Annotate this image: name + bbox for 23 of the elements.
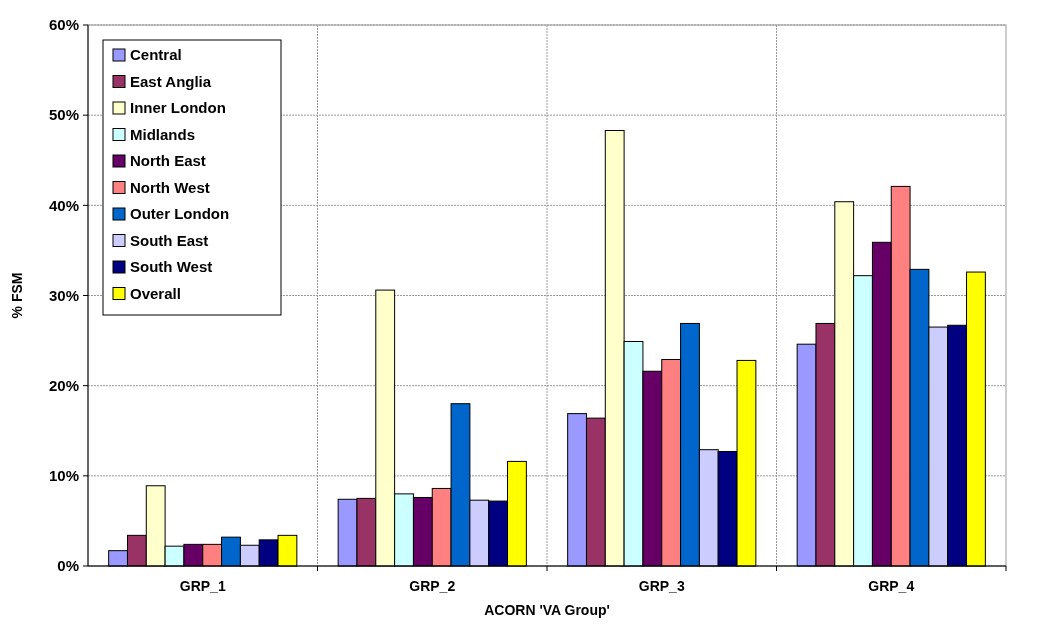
y-axis-title: % FSM bbox=[9, 272, 25, 319]
legend-label: South East bbox=[130, 231, 209, 249]
legend-label: North West bbox=[130, 178, 210, 196]
y-tick-label: 10% bbox=[48, 467, 79, 485]
legend-label: Central bbox=[130, 46, 182, 64]
legend-label: Overall bbox=[130, 284, 181, 302]
legend-label: South West bbox=[130, 258, 213, 276]
y-tick-label: 40% bbox=[48, 196, 79, 214]
x-axis-title: ACORN 'VA Group' bbox=[484, 602, 610, 618]
legend-label: Midlands bbox=[130, 125, 196, 143]
x-tick-label: GRP_1 bbox=[179, 578, 226, 594]
legend-label: East Anglia bbox=[130, 72, 212, 90]
x-tick-label: GRP_2 bbox=[409, 578, 456, 594]
y-tick-label: 0% bbox=[57, 557, 79, 575]
y-tick-label: 30% bbox=[48, 286, 79, 304]
legend-label: Outer London bbox=[130, 205, 230, 223]
legend-label: Inner London bbox=[130, 99, 226, 117]
legend-label: North East bbox=[130, 152, 206, 170]
y-tick-label: 20% bbox=[48, 376, 79, 394]
y-tick-label: 60% bbox=[48, 16, 79, 34]
y-tick-label: 50% bbox=[48, 106, 79, 124]
x-tick-label: GRP_4 bbox=[868, 578, 915, 594]
x-tick-label: GRP_3 bbox=[638, 578, 685, 594]
